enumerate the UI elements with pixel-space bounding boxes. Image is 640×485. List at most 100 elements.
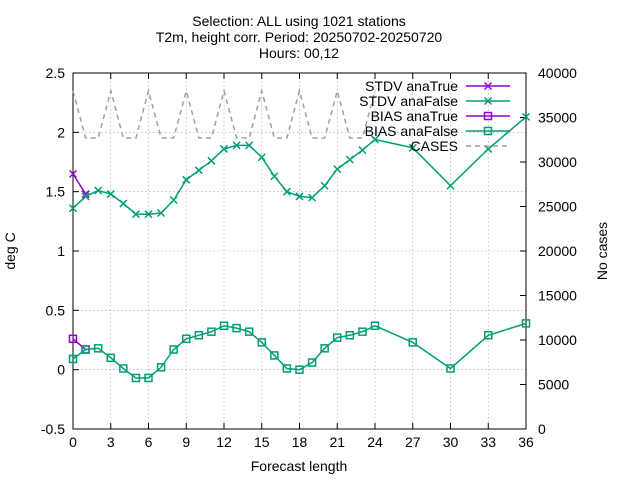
legend-item-stdv-anafalse: STDV anaFalse <box>359 93 510 109</box>
data-point-bias-anafalse <box>219 321 229 331</box>
y2-tick-label: 5000 <box>538 377 569 393</box>
data-point-stdv-anafalse <box>106 190 115 199</box>
x-tick-label: 36 <box>518 434 534 450</box>
data-point-bias-anafalse <box>320 344 329 353</box>
y-tick-label: 0 <box>57 362 65 378</box>
legend-label: CASES <box>411 138 458 154</box>
legend-label: STDV anaTrue <box>365 78 458 94</box>
data-point-stdv-anafalse <box>81 192 90 201</box>
data-point-stdv-anafalse <box>345 155 354 164</box>
data-point-bias-anatrue <box>68 334 78 344</box>
series-bias-anatrue <box>68 334 90 354</box>
x-tick-label: 0 <box>69 434 77 450</box>
data-point-bias-anafalse <box>207 327 216 336</box>
data-point-stdv-anafalse <box>282 187 291 196</box>
legend-item-bias-anafalse: BIAS anaFalse <box>365 123 510 139</box>
y2-tick-label: 20000 <box>538 243 577 259</box>
legend-marker <box>483 81 493 91</box>
data-point-stdv-anafalse <box>408 143 417 152</box>
data-point-bias-anafalse <box>156 363 166 372</box>
data-point-stdv-anafalse <box>68 204 78 213</box>
x-tick-label: 12 <box>216 434 232 450</box>
data-point-stdv-anafalse <box>521 112 531 121</box>
grid <box>73 73 526 429</box>
data-point-stdv-anafalse <box>207 156 216 165</box>
y2-tick-label: 0 <box>538 421 546 437</box>
x-tick-label: 15 <box>254 434 270 450</box>
data-point-stdv-anafalse <box>320 181 329 190</box>
data-point-stdv-anafalse <box>333 165 342 174</box>
data-point-bias-anafalse <box>333 333 342 342</box>
data-point-bias-anafalse <box>358 327 367 336</box>
series-stdv-anatrue <box>68 169 90 199</box>
legend-label: BIAS anaFalse <box>365 123 459 139</box>
y-tick-label: 1.5 <box>46 184 66 200</box>
series-line-cases <box>72 87 376 139</box>
data-point-bias-anafalse <box>194 331 204 340</box>
data-point-stdv-anafalse <box>194 166 203 175</box>
data-point-bias-anafalse <box>182 334 191 344</box>
x-tick-label: 27 <box>405 434 421 450</box>
legend-item-cases: CASES <box>411 138 510 154</box>
data-point-stdv-anafalse <box>94 186 103 195</box>
data-point-stdv-anafalse <box>245 141 254 150</box>
legend-marker <box>483 111 493 121</box>
legend-marker <box>483 96 493 106</box>
data-point-stdv-anafalse <box>308 193 317 202</box>
x-tick-label: 33 <box>480 434 496 450</box>
data-point-bias-anafalse <box>282 364 292 373</box>
y-tick-label: -0.5 <box>41 421 65 437</box>
series-stdv-anafalse <box>68 112 531 219</box>
series-layer <box>68 87 531 383</box>
data-point-bias-anafalse <box>408 338 417 347</box>
data-point-stdv-anafalse <box>131 210 140 219</box>
y-tick-label: 0.5 <box>46 302 66 318</box>
axes: 0 3 6 9 12 15 18 21 24 27 30 33 36-0.500.511.522.505… <box>2 65 610 474</box>
legend-label: BIAS anaTrue <box>371 108 459 124</box>
data-point-bias-anafalse <box>81 345 90 354</box>
series-line-bias-anatrue <box>72 338 87 351</box>
data-point-bias-anafalse <box>119 364 128 373</box>
data-point-bias-anafalse <box>370 321 380 331</box>
x-tick-label: 9 <box>182 434 190 450</box>
data-point-stdv-anafalse <box>270 172 279 181</box>
data-point-stdv-anafalse <box>257 153 266 162</box>
data-point-bias-anafalse <box>244 327 254 336</box>
data-point-bias-anafalse <box>307 358 317 367</box>
data-point-stdv-anafalse <box>169 195 178 205</box>
x-axis-label: Forecast length <box>251 458 348 474</box>
x-tick-label: 3 <box>107 434 115 450</box>
data-point-bias-anafalse <box>131 373 141 383</box>
data-point-stdv-anafalse <box>358 146 367 155</box>
x-tick-label: 21 <box>329 434 345 450</box>
chart-title-line: T2m, height corr. Period: 20250702-20250… <box>156 29 443 45</box>
y-tick-label: 1 <box>57 243 65 259</box>
legend-label: STDV anaFalse <box>359 93 458 109</box>
x-tick-label: 30 <box>443 434 459 450</box>
data-point-stdv-anatrue <box>68 169 78 178</box>
y2-tick-label: 40000 <box>538 65 577 81</box>
y-axis-label: deg C <box>2 232 18 269</box>
y2-tick-label: 25000 <box>538 199 577 215</box>
legend-item-stdv-anatrue: STDV anaTrue <box>365 78 510 94</box>
data-point-bias-anafalse <box>345 331 355 340</box>
x-tick-label: 6 <box>145 434 153 450</box>
chart-title-line: Hours: 00,12 <box>259 45 339 61</box>
data-point-stdv-anafalse <box>219 144 229 153</box>
data-point-bias-anafalse <box>169 345 178 354</box>
series-line-stdv-anatrue <box>72 173 87 195</box>
y2-tick-label: 30000 <box>538 154 577 170</box>
data-point-bias-anafalse <box>106 353 115 363</box>
data-point-bias-anafalse <box>93 344 103 353</box>
data-point-bias-anafalse <box>295 365 304 374</box>
data-point-bias-anafalse <box>521 319 531 328</box>
series-bias-anafalse <box>68 319 531 383</box>
x-tick-label: 18 <box>292 434 308 450</box>
data-point-stdv-anafalse <box>182 175 191 184</box>
y2-tick-label: 10000 <box>538 332 577 348</box>
data-point-stdv-anafalse <box>232 141 241 150</box>
legend-marker <box>483 126 493 136</box>
